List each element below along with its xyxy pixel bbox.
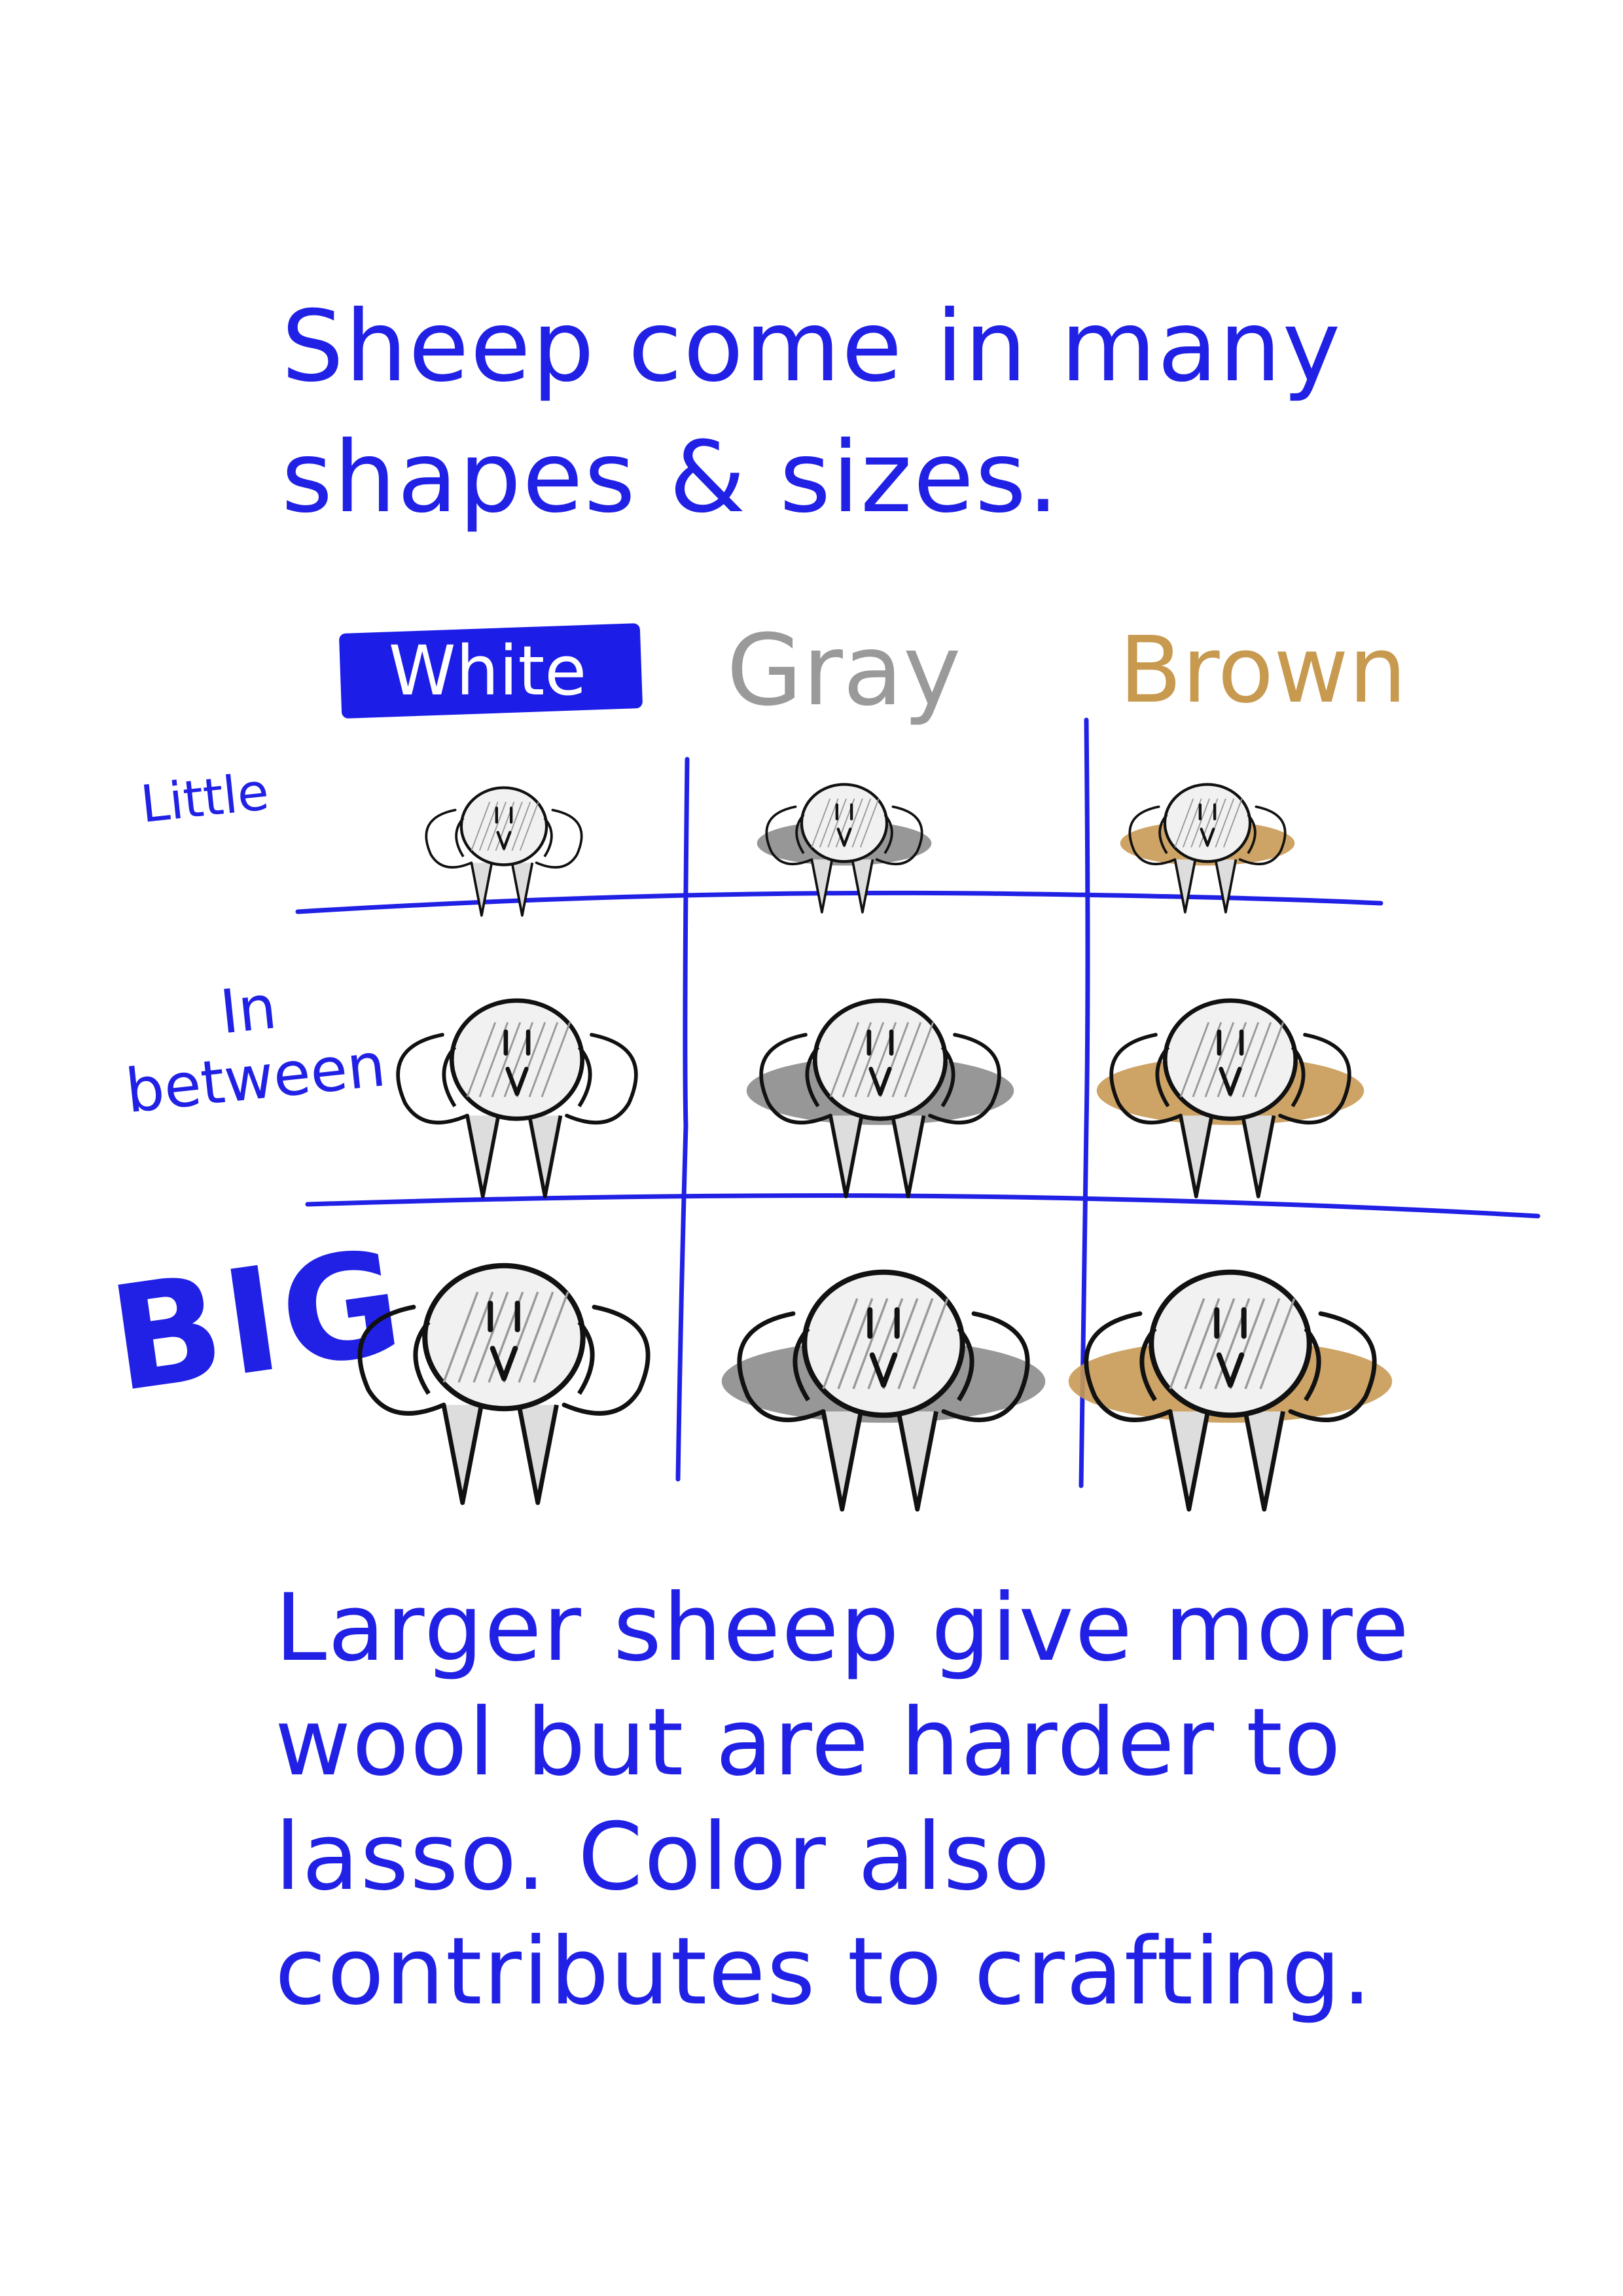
sheep-in-between-brown: [1096, 998, 1364, 1198]
outro-text: Larger sheep give more wool but are hard…: [275, 1574, 1410, 2026]
sheep-little-gray: [757, 783, 932, 914]
sheep-little-brown: [1120, 783, 1295, 914]
sheep-in-between-white: [396, 998, 638, 1198]
column-header-white: White: [388, 631, 587, 711]
grid-line-vertical-1: [675, 757, 690, 1482]
sheep-big-brown: [1068, 1269, 1393, 1512]
column-header-brown: Brown: [1119, 617, 1407, 724]
sheep-in-between-gray: [746, 998, 1014, 1198]
sheep-big-gray: [721, 1269, 1046, 1512]
column-header-gray: Gray: [726, 614, 961, 728]
sheep-little-white: [425, 786, 583, 917]
sheep-big-white: [357, 1263, 651, 1505]
grid-line-horizontal-1: [295, 890, 1383, 914]
grid-line-horizontal-2: [305, 1193, 1541, 1219]
intro-text: Sheep come in many shapes & sizes.: [281, 290, 1342, 535]
